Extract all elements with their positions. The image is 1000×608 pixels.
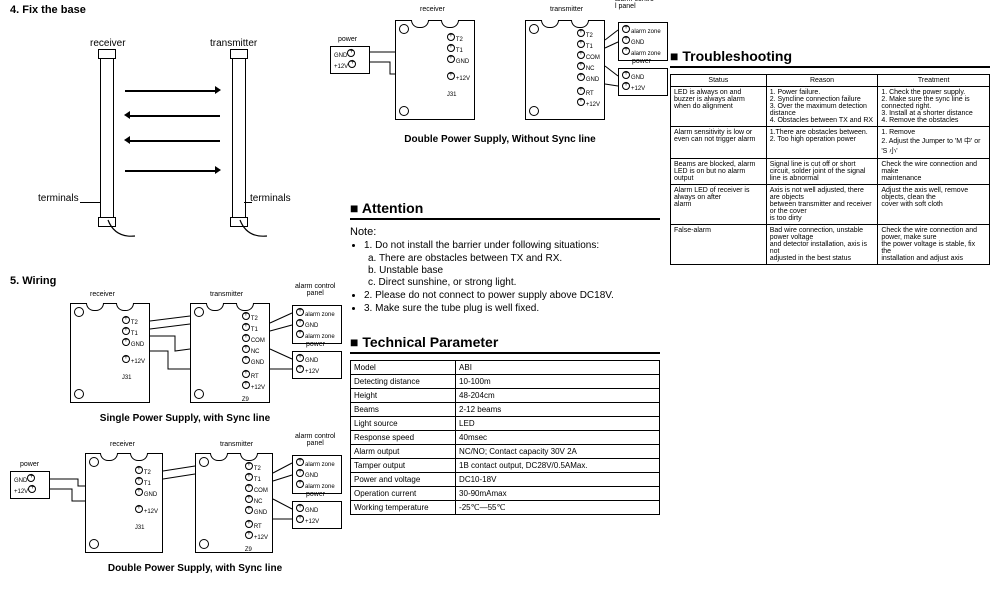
tech-title: Technical Parameter	[350, 334, 660, 354]
w1-wires	[10, 291, 350, 421]
note-1: 1. Do not install the barrier under foll…	[364, 240, 660, 251]
wiring-double: receiver transmitter alarm control panel…	[10, 441, 340, 591]
table-row: Alarm sensitivity is low or even can not…	[671, 127, 990, 159]
trouble-table: Status Reason Treatment LED is always on…	[670, 74, 990, 265]
trouble-title: Troubleshooting	[670, 48, 990, 68]
table-row: Height48-204cm	[351, 389, 660, 403]
table-row: Beams2-12 beams	[351, 403, 660, 417]
note-2: 2. Please do not connect to power supply…	[364, 290, 660, 301]
middle-column: receiver transmitter alarm contro l pane…	[350, 0, 660, 515]
sub-b: b. Unstable base	[368, 265, 660, 276]
tech-table: ModelABIDetecting distance10-100mHeight4…	[350, 360, 660, 515]
lbl-terminals-r: terminals	[250, 193, 291, 204]
table-row: Beams are blocked, alarm LED is on but n…	[671, 159, 990, 185]
lbl-transmitter: transmitter	[210, 38, 257, 49]
note-label: Note:	[350, 226, 660, 238]
w2-wires	[10, 441, 350, 571]
table-row: Working temperature-25℃—55℃	[351, 501, 660, 515]
wiring-single: receiver transmitter alarm control panel…	[10, 291, 340, 431]
t: GND	[334, 53, 347, 59]
notes-list: 1. Do not install the barrier under foll…	[350, 240, 660, 251]
th-reason: Reason	[766, 75, 878, 87]
receiver-device	[100, 58, 114, 218]
left-column: 4. Fix the base receiver transmitter ter…	[10, 0, 340, 591]
sec4-title: 4. Fix the base	[10, 4, 340, 16]
trouble-section: Troubleshooting Status Reason Treatment …	[670, 48, 990, 265]
notes-list-2: 2. Please do not connect to power supply…	[350, 290, 660, 314]
base-wires-svg	[90, 218, 270, 243]
table-row: Detecting distance10-100m	[351, 375, 660, 389]
table-row: Alarm LED of receiver is always on after…	[671, 185, 990, 225]
table-row: LED is always on and buzzer is always al…	[671, 87, 990, 127]
table-row: Alarm outputNC/NO; Contact capacity 30V …	[351, 445, 660, 459]
table-row: ModelABI	[351, 361, 660, 375]
tech-section: Technical Parameter ModelABIDetecting di…	[350, 334, 660, 515]
table-row: Light sourceLED	[351, 417, 660, 431]
th-treatment: Treatment	[878, 75, 990, 87]
lbl-terminals-l: terminals	[38, 193, 79, 204]
table-row: Power and voltageDC10-18V	[351, 473, 660, 487]
m-wires	[350, 0, 670, 130]
attention-section: Attention Note: 1. Do not install the ba…	[350, 200, 660, 314]
sec5-title: 5. Wiring	[10, 275, 340, 287]
attention-title: Attention	[350, 200, 660, 220]
table-row: Tamper output1B contact output, DC28V/0.…	[351, 459, 660, 473]
table-row: Response speed40msec	[351, 431, 660, 445]
m-caption: Double Power Supply, Without Sync line	[350, 134, 650, 145]
transmitter-device	[232, 58, 246, 218]
table-row: False-alarmBad wire connection, unstable…	[671, 225, 990, 265]
sub-a: a. There are obstacles between TX and RX…	[368, 253, 660, 264]
th-status: Status	[671, 75, 767, 87]
table-row: Operation current30-90mAmax	[351, 487, 660, 501]
fix-base-diagram: receiver transmitter terminals terminals	[10, 20, 340, 240]
w2-caption: Double Power Supply, with Sync line	[80, 563, 310, 574]
subnotes-list: a. There are obstacles between TX and RX…	[350, 253, 660, 288]
sub-c: c. Direct sunshine, or strong light.	[368, 277, 660, 288]
top-diagram: receiver transmitter alarm contro l pane…	[350, 0, 660, 160]
right-column: Troubleshooting Status Reason Treatment …	[670, 0, 990, 265]
lbl-receiver: receiver	[90, 38, 126, 49]
w1-caption: Single Power Supply, with Sync line	[70, 413, 300, 424]
t: +12V	[334, 64, 348, 70]
note-3: 3. Make sure the tube plug is well fixed…	[364, 303, 660, 314]
